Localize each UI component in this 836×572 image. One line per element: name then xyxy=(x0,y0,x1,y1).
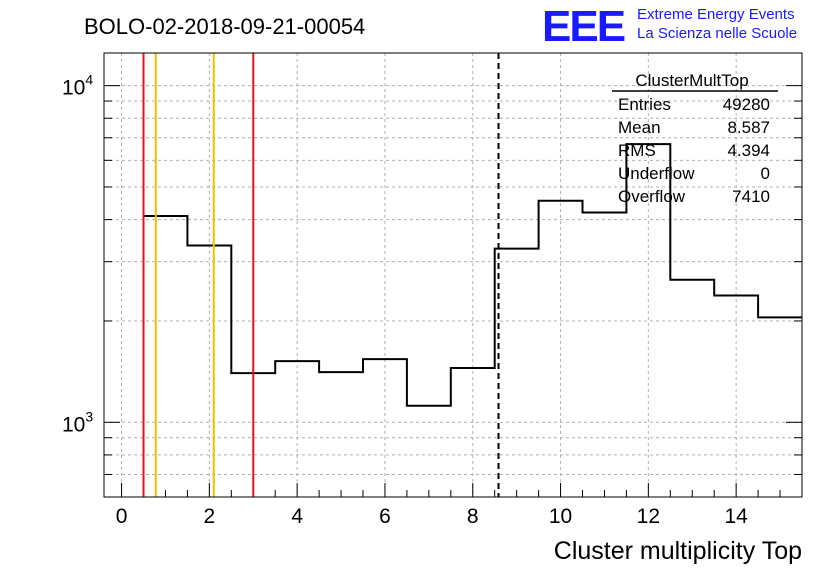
x-tick-label: 4 xyxy=(291,505,303,528)
x-tick-label: 14 xyxy=(724,505,748,528)
x-tick-labels: 0 2 4 6 8 10 12 14 xyxy=(116,505,748,528)
x-axis-label: Cluster multiplicity Top xyxy=(554,537,802,565)
eee-logo-letters: EEE xyxy=(542,2,625,51)
stats-value: 4.394 xyxy=(727,141,770,160)
stats-value: 0 xyxy=(761,164,770,183)
y-tick-label: 103 xyxy=(62,408,93,436)
histogram-series xyxy=(142,143,802,497)
chart-title: BOLO-02-2018-09-21-00054 xyxy=(84,14,365,39)
eee-logo-line2: La Scienza nelle Scuole xyxy=(637,25,797,42)
stats-value: 8.587 xyxy=(727,118,770,137)
stats-title: ClusterMultTop xyxy=(635,71,748,90)
x-tick-label: 0 xyxy=(116,505,128,528)
stats-label: Underflow xyxy=(618,164,695,183)
stats-label: Mean xyxy=(618,118,661,137)
stats-label: Overflow xyxy=(618,187,686,206)
x-tick-label: 10 xyxy=(549,505,572,528)
stats-label: RMS xyxy=(618,141,656,160)
marker-lines xyxy=(142,53,500,497)
x-tick-label: 12 xyxy=(637,505,660,528)
y-tick-label: 104 xyxy=(62,72,93,100)
stats-box: ClusterMultTop Entries 49280 Mean 8.587 RMS 4… xyxy=(612,71,778,206)
eee-logo-line1: Extreme Energy Events xyxy=(637,6,795,23)
stats-value: 49280 xyxy=(723,95,770,114)
x-tick-label: 6 xyxy=(379,505,391,528)
x-tick-label: 2 xyxy=(204,505,216,528)
plot-frame xyxy=(103,52,803,498)
y-tick-labels: 103 104 xyxy=(62,72,93,437)
stats-label: Entries xyxy=(618,95,671,114)
x-tick-label: 8 xyxy=(467,505,479,528)
eee-logo: EEE Extreme Energy Events La Scienza nel… xyxy=(542,2,797,51)
histogram-outline xyxy=(142,143,802,497)
stats-value: 7410 xyxy=(732,187,770,206)
